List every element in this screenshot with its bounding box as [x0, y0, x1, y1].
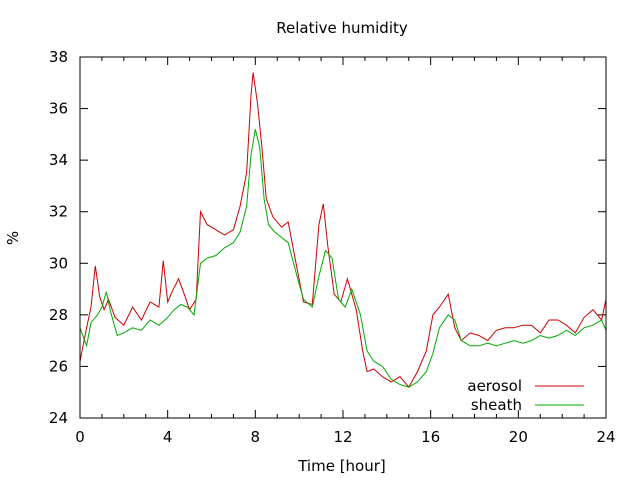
x-axis-label: Time [hour]	[297, 457, 386, 475]
axis-ticks: 0 4 8 12 16 20 24 24 26 28 30 32 34 36 38	[49, 48, 616, 446]
y-axis-label: %	[4, 231, 22, 245]
legend-label-sheath: sheath	[471, 396, 522, 414]
chart-title: Relative humidity	[276, 19, 408, 37]
series-lines	[79, 72, 607, 388]
y-tick-label: 34	[49, 151, 68, 169]
y-tick-label: 28	[49, 306, 68, 324]
series-line-sheath	[79, 129, 607, 388]
y-tick-label: 38	[49, 48, 68, 66]
y-tick-label: 24	[49, 409, 68, 427]
x-tick-label: 4	[163, 428, 173, 446]
x-tick-label: 20	[509, 428, 528, 446]
x-tick-label: 24	[596, 428, 615, 446]
y-tick-label: 36	[49, 100, 68, 118]
x-tick-label: 12	[333, 428, 352, 446]
y-tick-label: 26	[49, 357, 68, 375]
legend-label-aerosol: aerosol	[467, 377, 522, 395]
plot-frame	[79, 56, 607, 419]
x-tick-label: 0	[75, 428, 85, 446]
x-tick-label: 16	[421, 428, 440, 446]
y-tick-label: 30	[49, 254, 68, 272]
series-line-aerosol	[79, 72, 607, 388]
x-tick-label: 8	[251, 428, 261, 446]
y-tick-label: 32	[49, 203, 68, 221]
